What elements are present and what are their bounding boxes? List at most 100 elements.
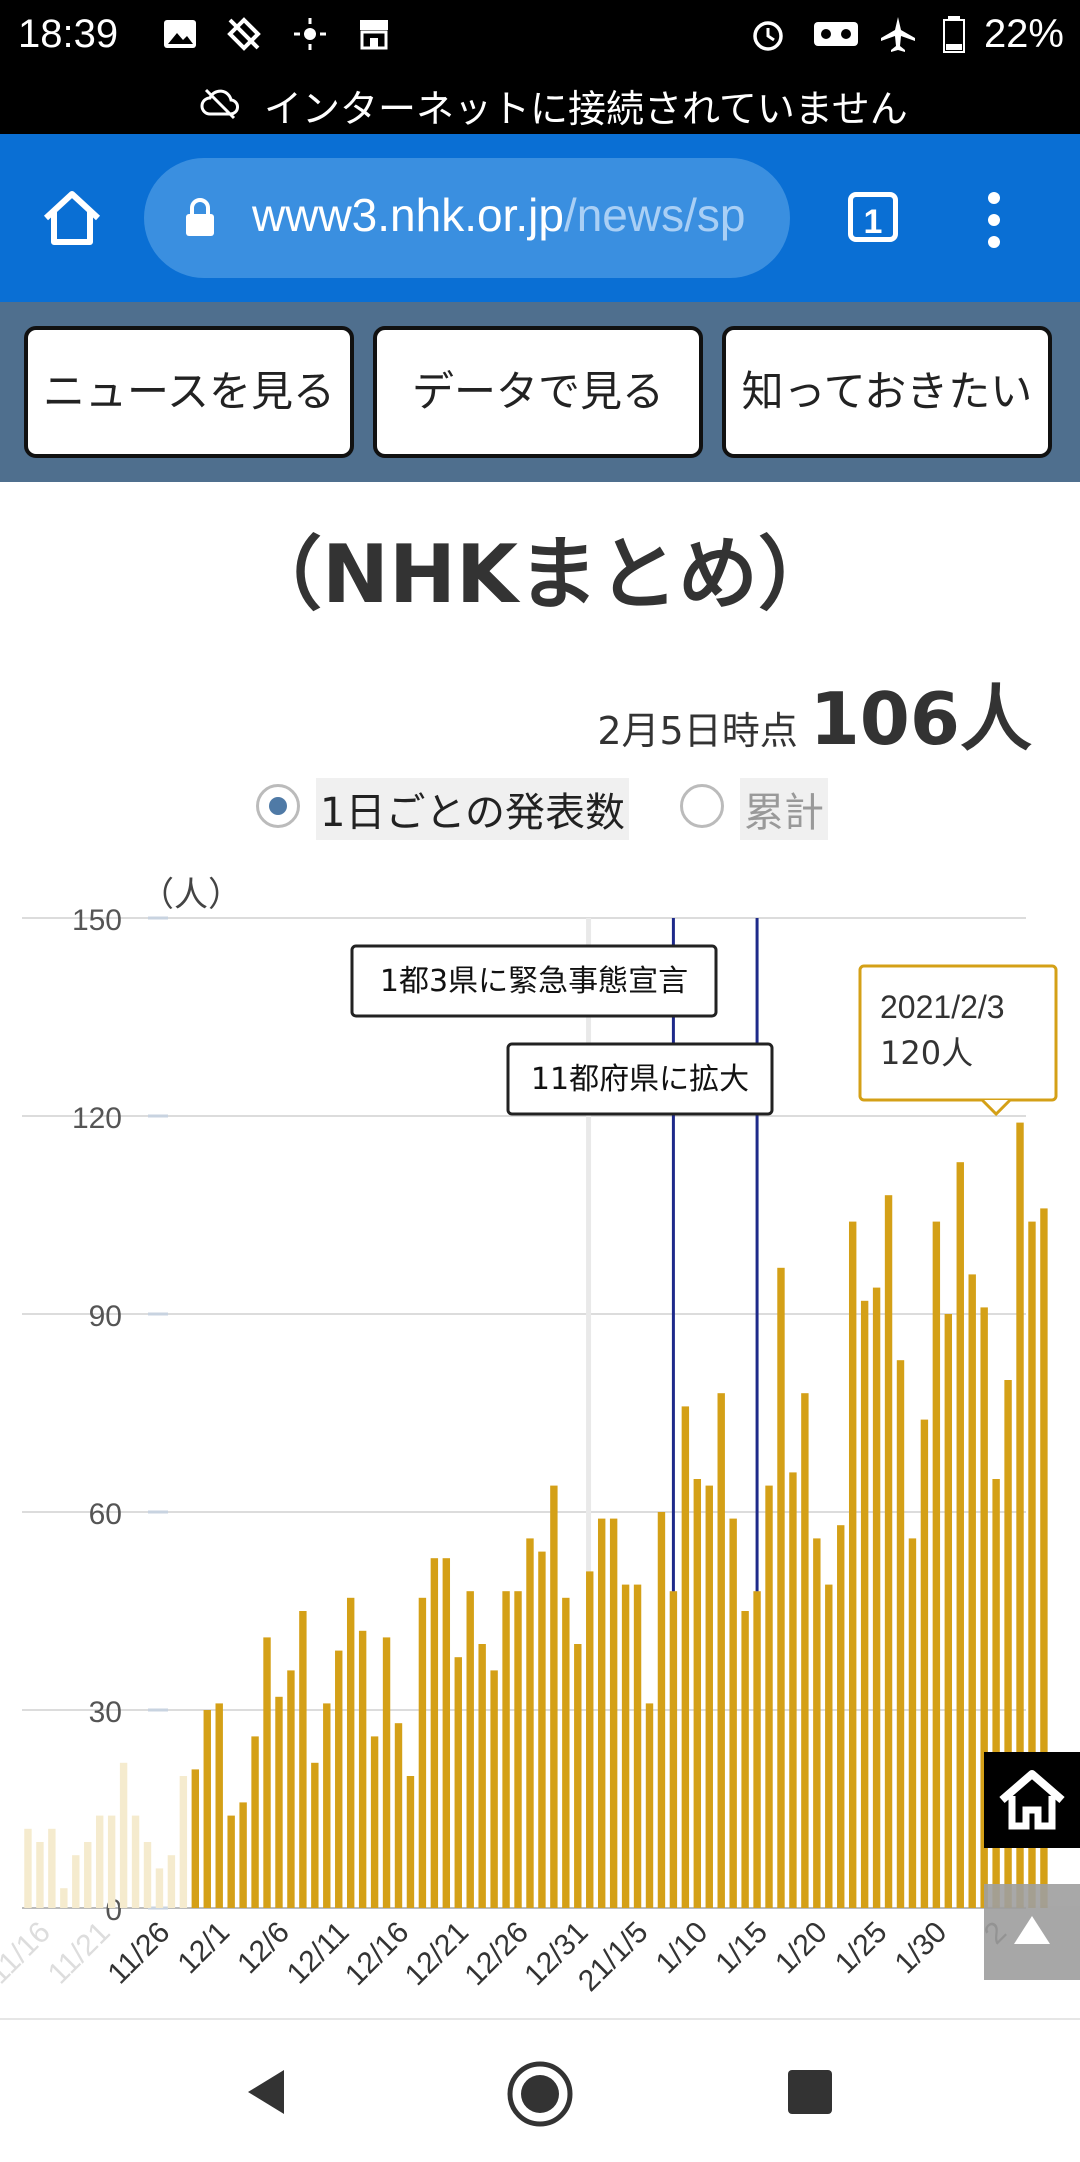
bar	[287, 1670, 295, 1908]
page-heading: （NHKまとめ）	[242, 528, 838, 621]
bar	[84, 1842, 92, 1908]
x-tick-label: 12/21	[399, 1916, 475, 1992]
nav-data-button[interactable]: データで見る	[373, 326, 703, 458]
tab-switcher-button[interactable]: 1	[848, 192, 898, 242]
bar	[860, 1300, 869, 1908]
as-of-date: 2月5日時点	[597, 709, 798, 753]
bar	[837, 1525, 845, 1908]
as-of-count: 106人	[809, 677, 1032, 761]
x-tick-label: 12/16	[339, 1916, 415, 1992]
brightness-icon	[294, 18, 326, 50]
bar	[36, 1842, 44, 1908]
bar	[908, 1538, 917, 1908]
nav-news-button[interactable]: ニュースを見る	[24, 326, 354, 458]
bar	[765, 1485, 773, 1908]
overflow-menu-icon[interactable]	[980, 188, 1008, 252]
scroll-home-button[interactable]	[984, 1752, 1080, 1848]
bar	[95, 1815, 104, 1908]
bar	[1028, 1221, 1036, 1908]
bar	[645, 1703, 654, 1908]
bar	[335, 1650, 343, 1908]
bar	[932, 1221, 941, 1908]
x-tick-label: 1/30	[889, 1916, 954, 1981]
bar	[729, 1518, 737, 1908]
status-bar: 18:39 22%	[0, 0, 1080, 72]
bar	[968, 1274, 976, 1908]
annotation-label: 1都3県に緊急事態宣言	[380, 964, 688, 999]
offline-banner: インターネットに接続されていません	[0, 72, 1080, 134]
bar	[358, 1630, 367, 1908]
bar	[550, 1485, 558, 1908]
radio-selected-dot	[269, 797, 287, 815]
bar	[813, 1538, 821, 1908]
cloud-off-icon	[200, 88, 239, 120]
scroll-top-button[interactable]	[984, 1884, 1080, 1980]
bar	[992, 1479, 1000, 1908]
bar	[143, 1842, 152, 1908]
home-circle-icon[interactable]	[506, 2060, 574, 2128]
home-icon	[999, 1770, 1065, 1830]
y-tick-label: 120	[72, 1102, 122, 1135]
bar	[681, 1406, 690, 1908]
bar	[872, 1287, 881, 1908]
bar	[586, 1571, 594, 1908]
bar	[848, 1221, 857, 1908]
bar	[430, 1558, 439, 1908]
bar	[454, 1657, 462, 1908]
browser-toolbar: www3.nhk.or.jp/news/sp 1	[0, 134, 1080, 302]
nav-info-button[interactable]: 知っておきたい	[722, 326, 1052, 458]
radio-cumulative-label[interactable]: 累計	[740, 778, 828, 840]
bar	[884, 1195, 893, 1908]
arrow-up-icon	[1014, 1916, 1050, 1944]
vr-icon	[814, 22, 858, 46]
section-nav: ニュースを見る データで見る 知っておきたい	[0, 302, 1080, 482]
radio-cumulative-indicator[interactable]	[680, 784, 724, 828]
bar	[215, 1703, 223, 1908]
offline-text: インターネットに接続されていません	[264, 87, 908, 131]
bar	[597, 1518, 606, 1908]
bar	[741, 1611, 749, 1908]
url-bar[interactable]: www3.nhk.or.jp/news/sp	[144, 158, 790, 278]
bar	[717, 1393, 725, 1908]
bar	[490, 1670, 498, 1908]
bar	[442, 1558, 451, 1908]
as-of-summary: 2月5日時点 106人	[597, 660, 1032, 765]
tooltip-pointer	[981, 1098, 1012, 1117]
alarm-icon	[753, 21, 783, 51]
sync-disabled-icon	[227, 17, 261, 51]
bar	[203, 1710, 211, 1908]
radio-daily-indicator[interactable]	[256, 784, 300, 828]
bar	[801, 1393, 809, 1908]
bar	[72, 1855, 80, 1908]
bar	[60, 1888, 68, 1908]
recents-icon[interactable]	[786, 2068, 834, 2116]
bar	[538, 1551, 546, 1908]
y-tick-label: 150	[72, 904, 122, 937]
bar	[119, 1762, 128, 1908]
back-icon[interactable]	[240, 2066, 292, 2118]
bar	[155, 1868, 164, 1908]
battery-icon	[943, 16, 965, 53]
airplane-mode-icon	[881, 17, 915, 52]
home-icon[interactable]	[40, 186, 104, 250]
bar	[48, 1828, 56, 1908]
bar	[382, 1637, 391, 1908]
bar	[669, 1591, 678, 1908]
bar	[956, 1162, 964, 1908]
status-time: 18:39	[18, 12, 119, 56]
image-icon	[164, 20, 196, 48]
bar	[251, 1736, 259, 1908]
x-tick-label: 1/15	[709, 1916, 774, 1981]
url-text: www3.nhk.or.jp/news/sp	[252, 189, 746, 241]
lock-icon	[186, 198, 214, 236]
bar	[478, 1644, 486, 1908]
bar	[370, 1736, 379, 1908]
y-tick-label: 60	[89, 1498, 122, 1531]
annotation-box	[350, 944, 718, 1018]
system-navigation-bar	[0, 2018, 1080, 2162]
bar	[394, 1723, 403, 1908]
bar	[621, 1584, 630, 1908]
bar	[789, 1472, 797, 1908]
battery-percent: 22%	[983, 12, 1064, 56]
radio-daily-label[interactable]: 1日ごとの発表数	[316, 778, 630, 840]
